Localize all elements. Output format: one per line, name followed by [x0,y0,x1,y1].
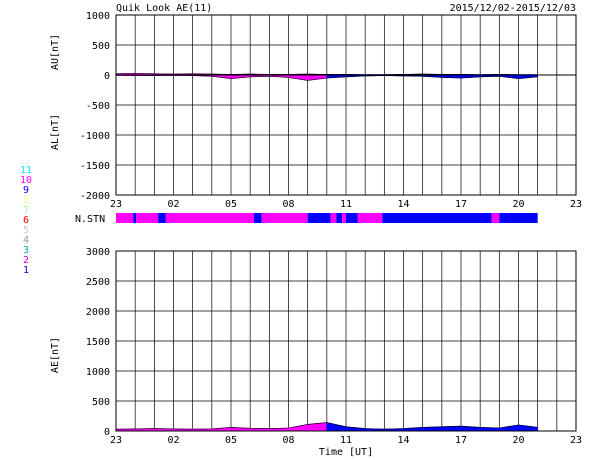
x-tick-label: 02 [167,199,179,210]
y-tick-label: -2000 [80,191,110,202]
station-segment [330,213,337,223]
legend-count-label: 11 [20,165,32,176]
date-range: 2015/12/02-2015/12/03 [450,3,576,14]
station-segment [357,213,383,223]
y-tick-label: 2500 [86,277,110,288]
top-x-tick-labels: 23 02 05 08 11 14 17 20 23 [110,199,582,210]
station-segment [158,213,166,223]
x-tick-label: 14 [397,435,409,446]
bottom-grid [116,251,576,431]
station-segment [165,213,254,223]
legend-count-label: 2 [23,255,29,266]
x-tick-label: 05 [225,435,237,446]
station-segment [307,213,331,223]
x-tick-label: 11 [340,435,352,446]
station-segment [336,213,343,223]
x-tick-label: 05 [225,199,237,210]
station-segment [116,213,134,223]
top-plot-frame [115,14,577,196]
station-segment [261,213,308,223]
legend-count-label: 5 [23,225,29,236]
y-tick-label: 0 [104,71,110,82]
station-segment [136,213,159,223]
y-tick-label: 1000 [86,367,110,378]
station-segment [491,213,500,223]
station-segment [346,213,358,223]
y-tick-label: 0 [104,427,110,438]
top-panel: 1000 500 0 -500 -1000 -1500 -2000 23 02 05 08 11 14… [50,11,582,210]
legend-count-label: 6 [23,215,29,226]
y-tick-label: 2000 [86,307,110,318]
legend-count-label: 10 [20,175,32,186]
x-tick-label: 23 [570,199,582,210]
x-tick-label: 02 [167,435,179,446]
x-tick-label: 17 [455,435,467,446]
x-axis-label: Time [UT] [319,447,373,458]
y-tick-label: 1000 [86,11,110,22]
x-tick-label: 08 [282,199,294,210]
legend-count-label: 1 [23,265,29,276]
bottom-x-tick-labels: 23 02 05 08 11 14 17 20 23 [110,435,582,446]
legend-count-label: 4 [23,235,29,246]
top-y-tick-labels: 1000 500 0 -500 -1000 -1500 -2000 [80,11,110,202]
y-tick-label: 500 [92,41,110,52]
legend-count-label: 9 [23,185,29,196]
x-tick-label: 20 [512,435,524,446]
legend-count-label: 3 [23,245,29,256]
al-axis-label: AL[nT] [50,114,61,150]
y-tick-label: -1000 [80,131,110,142]
station-count-bar [116,213,538,223]
x-tick-label: 20 [512,199,524,210]
x-tick-label: 14 [397,199,409,210]
station-segment [254,213,262,223]
chart-title: Quik Look AE(11) [116,3,212,14]
station-segment [382,213,492,223]
au-al-traces [115,73,576,81]
x-tick-label: 23 [570,435,582,446]
x-tick-label: 23 [110,435,122,446]
y-tick-label: 500 [92,397,110,408]
x-tick-label: 17 [455,199,467,210]
y-tick-label: 1500 [86,337,110,348]
legend-count-label: 7 [23,205,29,216]
bottom-plot-frame [115,250,577,432]
station-segment [133,213,137,223]
ae-axis-label: AE[nT] [50,337,61,373]
ae-trace [115,422,539,432]
station-segment [499,213,538,223]
y-tick-label: -500 [86,101,110,112]
au-axis-label: AU[nT] [50,34,61,70]
bottom-y-tick-labels: 3000 2500 2000 1500 1000 500 0 [86,247,110,438]
top-grid [116,15,576,195]
station-count-panel: N.STN [75,213,538,225]
x-tick-label: 11 [340,199,352,210]
y-tick-label: 3000 [86,247,110,258]
nstn-label: N.STN [75,214,105,225]
y-tick-label: -1500 [80,161,110,172]
station-segment [342,213,346,223]
trace-line-ae [115,422,538,430]
legend-count-label: 8 [23,195,29,206]
x-tick-label: 23 [110,199,122,210]
x-tick-label: 08 [282,435,294,446]
